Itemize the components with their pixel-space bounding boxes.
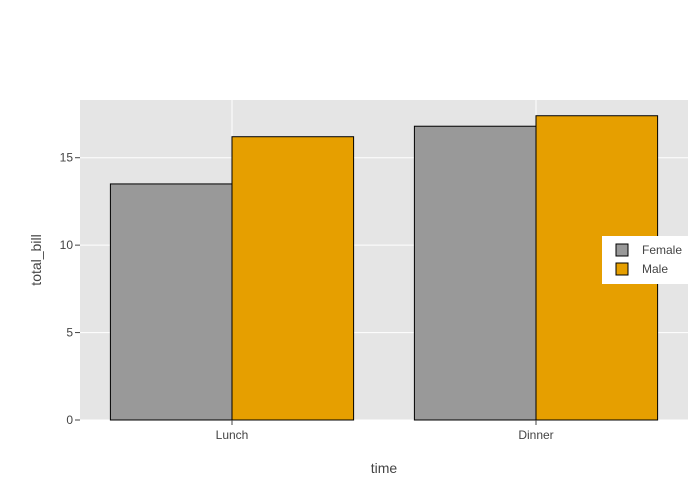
x-tick-label: Dinner: [518, 428, 553, 442]
y-axis-title: total_bill: [28, 234, 44, 285]
x-tick-label: Lunch: [216, 428, 249, 442]
y-tick-label: 10: [60, 238, 74, 252]
x-axis-title: time: [371, 460, 398, 476]
legend-swatch-male: [615, 262, 629, 276]
bar-female-dinner: [413, 125, 537, 421]
legend-swatch-female: [615, 243, 629, 257]
legend: Female Male: [602, 236, 688, 284]
bar-male-lunch: [231, 136, 355, 421]
y-tick-label: 15: [60, 151, 74, 165]
x-axis: Lunch Dinner: [216, 420, 554, 442]
y-axis: 0 5 10 15: [60, 151, 80, 427]
legend-label-female: Female: [642, 243, 682, 257]
legend-label-male: Male: [642, 262, 668, 276]
y-tick-label: 0: [66, 413, 73, 427]
bar-female-lunch: [109, 183, 233, 421]
y-tick-label: 5: [66, 326, 73, 340]
